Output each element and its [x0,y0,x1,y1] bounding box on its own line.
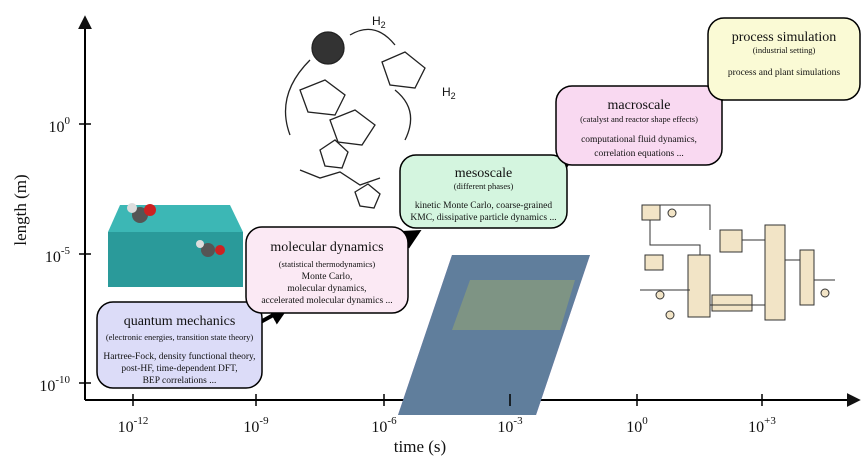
tick-exponent: 0 [642,415,648,427]
x-tick-label: 10-6 [371,415,397,436]
box-title: process simulation [732,30,837,45]
box-line: BEP correlations ... [143,376,217,386]
box-line: process and plant simulations [728,68,840,78]
box-line: molecular dynamics, [287,284,366,294]
tick-exponent: +3 [764,415,776,427]
box-title: macroscale [608,98,671,113]
diagram: quantum mechanics (electronic energies, t… [0,0,863,457]
box-line: Hartree-Fock, density functional theory, [103,351,255,362]
tick-base: 10 [497,419,513,436]
scale-box: molecular dynamics (statistical thermodyn… [246,227,408,313]
molecule-label: H2 [372,14,386,30]
x-tick-label: 100 [626,415,648,436]
box-subtitle: (different phases) [454,181,514,191]
tick-base: 10 [49,119,65,136]
tick-base: 10 [626,419,642,436]
box-subtitle: (catalyst and reactor shape effects) [580,114,698,124]
y-tick-label: 10-10 [39,374,70,395]
y-tick-label: 100 [49,115,71,136]
scale-box: mesoscale(different phases) kinetic Monte… [400,155,567,228]
box-subtitle: (electronic energies, transition state t… [106,332,254,342]
box-line: correlation equations ... [594,149,683,159]
tick-base: 10 [45,249,61,266]
scale-box: macroscale(catalyst and reactor shape ef… [556,86,722,165]
scale-box: process simulation(industrial setting) pr… [708,18,860,100]
tick-base: 10 [243,419,259,436]
label-base: H [442,85,451,99]
x-tick-label: 10+3 [748,415,776,436]
box-line: post-HF, time-dependent DFT, [121,364,237,374]
tick-base: 10 [748,419,764,436]
tick-exponent: 0 [65,115,71,127]
label-subscript: 2 [451,91,456,101]
tick-exponent: -12 [134,415,149,427]
label-subscript: 2 [381,20,386,30]
box-title: molecular dynamics [270,240,383,255]
plant-image [640,205,835,320]
box-line: kinetic Monte Carlo, coarse-grained [415,201,552,211]
lattice-image [398,255,590,415]
tick-exponent: -5 [61,245,71,257]
tick-base: 10 [39,378,55,395]
box-line: Monte Carlo, [302,272,353,282]
surface-image [108,203,243,287]
x-axis-label: time (s) [394,437,446,456]
scale-box: quantum mechanics (electronic energies, t… [97,302,262,388]
tick-exponent: -9 [259,415,269,427]
x-tick-label: 10-3 [497,415,523,436]
label-base: H [372,14,381,28]
box-line: computational fluid dynamics, [581,134,697,145]
tick-base: 10 [118,419,134,436]
tick-base: 10 [371,419,387,436]
tick-exponent: -10 [55,374,70,386]
y-tick-label: 10-5 [45,245,71,266]
y-axis-label: length (m) [11,174,30,245]
box-subtitle: (industrial setting) [753,45,816,55]
tick-exponent: -6 [387,415,397,427]
box-subtitle: (statistical thermodynamics) [279,259,376,269]
x-tick-label: 10-9 [243,415,269,436]
box-title: quantum mechanics [124,314,236,329]
x-tick-label: 10-12 [118,415,149,436]
molecule-label: H2 [442,85,456,101]
box-line: KMC, dissipative particle dynamics ... [410,213,556,223]
box-line: accelerated molecular dynamics ... [261,296,392,306]
box-title: mesoscale [455,166,513,181]
tick-exponent: -3 [513,415,523,427]
